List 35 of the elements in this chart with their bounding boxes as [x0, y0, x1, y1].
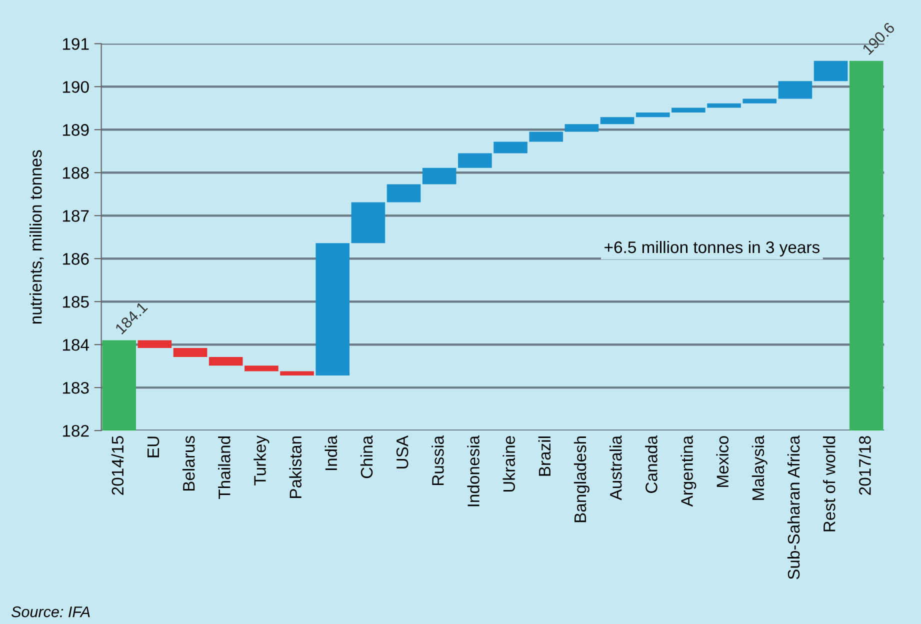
y-tick-label: 182	[62, 424, 89, 437]
x-tick-label: Rest of world	[823, 436, 836, 532]
x-tick-label: Mexico	[716, 436, 729, 487]
y-tick-label: 189	[62, 124, 89, 136]
x-tick-label: Indonesia	[467, 435, 480, 506]
x-tick-label: Belarus	[182, 436, 195, 491]
x-tick-label: Ukraine	[502, 436, 515, 492]
x-tick-label: Brazil	[538, 436, 551, 476]
y-tick-label: 190	[62, 81, 89, 93]
x-tick-label: Turkey	[254, 435, 270, 486]
x-tick-label: Russia	[432, 435, 444, 485]
y-tick-label: 186	[62, 253, 89, 265]
x-tick-label: Pakistan	[289, 436, 302, 498]
y-tick-label: 183	[62, 382, 89, 394]
y-tick-label: 185	[62, 296, 89, 308]
x-tick-label: Argentina	[680, 435, 696, 507]
x-tick-label: Sub-Saharan Africa	[787, 435, 800, 580]
x-tick-label: 2017/18	[858, 436, 871, 495]
x-tick-label: India	[324, 435, 338, 470]
x-tick-label: Thailand	[218, 436, 230, 499]
x-tick-label: USA	[396, 435, 408, 468]
x-tick-label: Bangladesh	[574, 436, 590, 522]
x-tick-label: China	[360, 435, 373, 478]
y-tick-label: 184	[62, 338, 90, 351]
annotation: +6.5 million tonnes in 3 years	[604, 240, 820, 256]
x-tick-label: EU	[148, 436, 160, 458]
x-tick-label: 2014/15	[111, 436, 124, 495]
y-tick-label: 188	[62, 167, 89, 179]
source-note: Source: IFA	[11, 606, 90, 618]
x-tick-label: Malaysia	[752, 435, 768, 500]
y-axis-title: nutrients, million tonnes	[29, 150, 44, 324]
y-tick-label: 191	[62, 38, 89, 50]
x-tick-label: Canada	[645, 435, 658, 493]
y-tick-label: 187	[62, 210, 89, 222]
x-tick-label: Australia	[610, 435, 622, 500]
